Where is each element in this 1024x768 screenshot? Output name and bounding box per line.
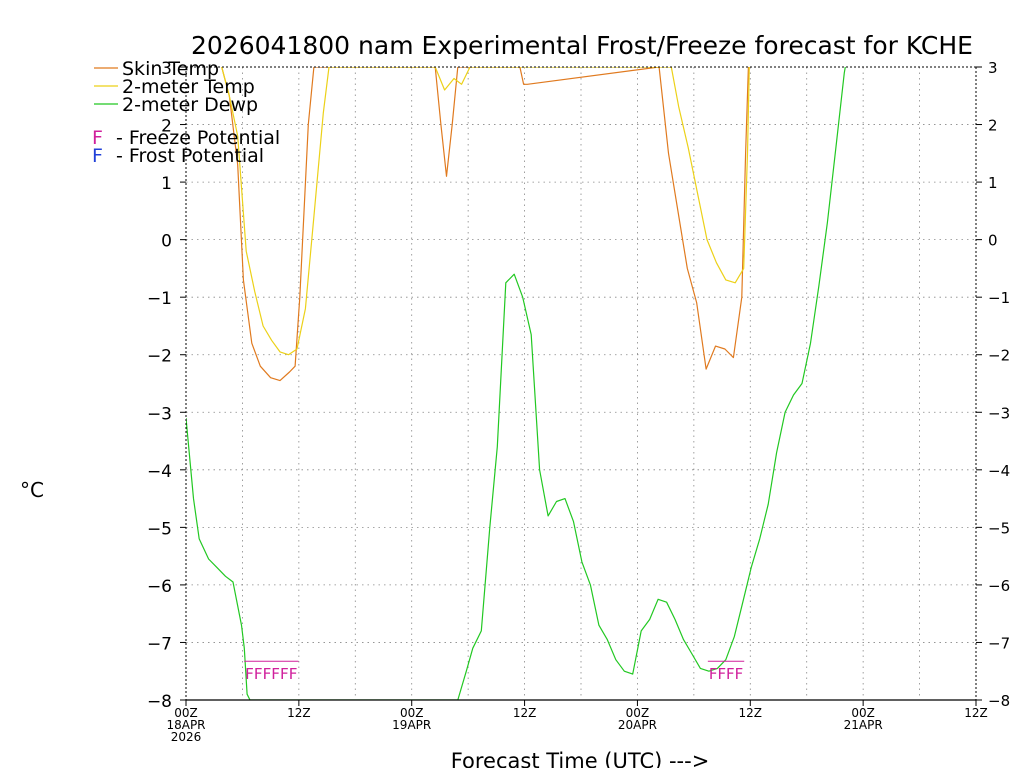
y-tick-label-right: −4 [988,462,1010,480]
y-tick-label: −2 [147,347,172,367]
x-tick-label: 12Z [287,706,311,720]
y-axis-label: °C [20,478,44,502]
legend-flag-letter: F [92,145,103,167]
y-tick-label: −3 [147,404,172,424]
legend-flag-letter: F [92,127,103,149]
y-tick-label: −1 [147,289,172,309]
y-tick-label-right: 1 [988,174,998,192]
legend-flag-label: - Freeze Potential [116,127,280,149]
x-tick-label: 00Z 18APR 2026 [166,706,205,744]
y-tick-label-right: −7 [988,634,1010,652]
x-axis-label: Forecast Time (UTC) ---> [451,749,710,768]
y-tick-labels-left: −8 −7 −6 −5 −4 −3 −2 −1 0 1 2 3 [147,59,186,712]
y-tick-label-right: −5 [988,519,1010,537]
x-tick-label: 00Z 21APR [844,706,883,732]
freeze-flag-label: FFFF [709,665,743,683]
y-tick-label: −5 [147,519,172,539]
legend-label: 2-meter Temp [122,76,255,98]
legend-flag-label: - Frost Potential [116,145,264,167]
y-tick-label-right: 0 [988,232,998,250]
y-tick-label: −8 [147,692,172,712]
chart-title: 2026041800 nam Experimental Frost/Freeze… [191,31,973,60]
y-tick-label-right: −6 [988,577,1010,595]
y-tick-label-right: −2 [988,347,1010,365]
y-tick-label-right: −1 [988,289,1010,307]
freeze-flag-label: FFFFFF [245,665,297,683]
legend-label: 2-meter Dewp [122,94,258,116]
y-tick-label: 0 [161,232,172,252]
series-line-skin-temp [221,67,749,382]
plot-frame [185,66,977,701]
y-tick-label: −6 [147,577,172,597]
y-tick-label: 1 [161,174,172,194]
y-tick-label: −7 [147,634,172,654]
x-tick-labels: 00Z 18APR 2026 12Z 00Z 19APR 12Z 00Z 20APR 12Z 00Z… [166,700,988,744]
x-tick-label: 12Z [513,706,537,720]
y-tick-label: 2 [161,117,172,137]
y-tick-label: 3 [161,59,172,79]
y-tick-label-right: −8 [988,692,1010,710]
y-tick-label: −4 [147,462,172,482]
freeze-flags: FFFFFF FFFF [244,660,745,683]
y-tick-label-right: 3 [988,59,998,77]
x-tick-label: 00Z 20APR [618,706,657,732]
series-group [186,67,846,700]
series-line-2-meter-dewp [186,67,846,700]
y-tick-label-right: 2 [988,117,998,135]
y-tick-labels-right: −8 −7 −6 −5 −4 −3 −2 −1 0 1 2 3 [976,59,1010,710]
legend-label: Skin Temp [122,58,219,80]
x-tick-label: 12Z [739,706,763,720]
x-tick-label: 00Z 19APR [392,706,431,732]
x-tick-label: 12Z [964,706,988,720]
grid [186,67,976,700]
series-line-2-meter-temp [221,67,750,356]
y-tick-label-right: −3 [988,404,1010,422]
